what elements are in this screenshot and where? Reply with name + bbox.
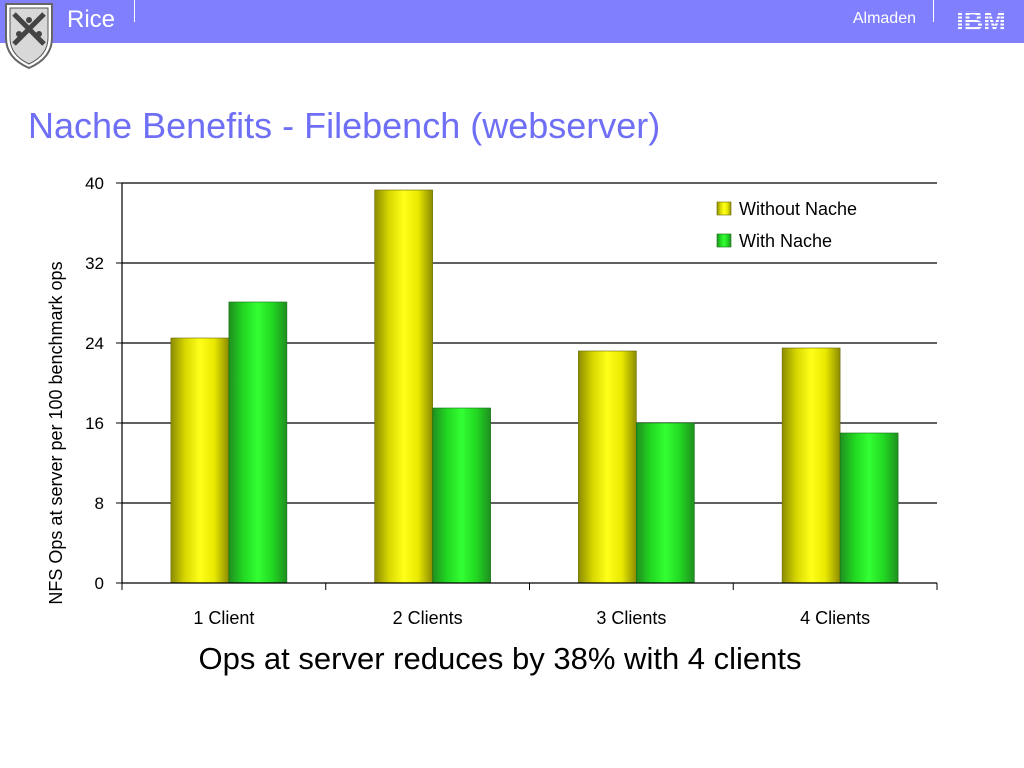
location-label: Almaden [852,10,916,27]
svg-text:IBM: IBM [956,6,1006,34]
bar-with-nache [839,432,899,584]
bar-chart: 0 8 16 24 32 40 1 Client 2 Clients 3 Clients 4 Cl… [46,174,938,628]
y-tick-label: 0 [95,574,104,593]
bar-with-nache [432,407,491,584]
header-divider [134,0,135,22]
slide-caption: Ops at server reduces by 38% with 4 clie… [198,641,802,676]
bar-without-nache [170,337,230,584]
legend-label: With Nache [739,231,832,251]
y-tick-label: 32 [85,254,104,273]
y-axis-label: NFS Ops at server per 100 benchmark ops [46,261,66,604]
legend-label: Without Nache [739,199,857,219]
bar-with-nache [636,422,695,584]
x-tick-label: 4 Clients [800,608,870,628]
rice-university-crest-icon [5,3,53,70]
ibm-logo: IBM [956,6,1006,34]
brand-name: Rice [67,6,116,33]
x-tick-label: 3 Clients [596,608,666,628]
bar-without-nache [374,189,433,584]
bar-with-nache [228,301,288,584]
y-tick-label: 16 [85,414,104,433]
x-tick-label: 1 Client [193,608,254,628]
y-tick-label: 8 [95,494,104,513]
bar-without-nache [781,347,841,584]
legend-swatch [716,201,732,216]
header-band [0,0,1024,43]
x-tick-label: 2 Clients [393,608,463,628]
y-tick-label: 40 [85,174,104,193]
slide-title: Nache Benefits - Filebench (webserver) [28,105,661,146]
logo-divider [933,0,934,22]
y-tick-label: 24 [85,334,104,353]
bar-without-nache [578,350,637,584]
legend-swatch [716,233,732,248]
